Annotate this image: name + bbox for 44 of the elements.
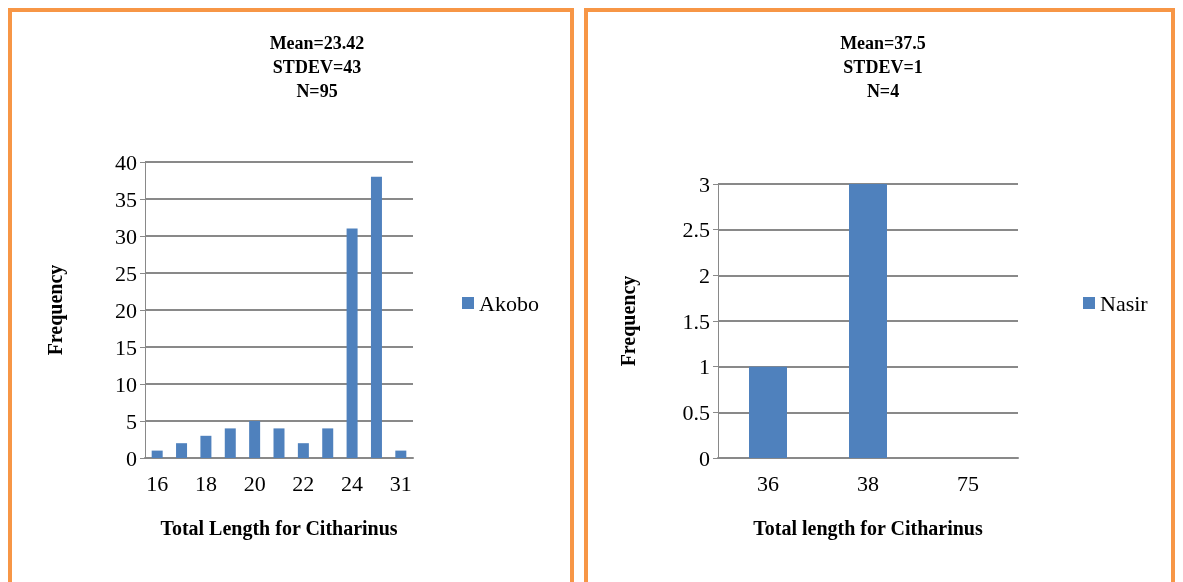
y-tick-label: 40 xyxy=(115,149,137,175)
y-tick-label: 0 xyxy=(699,445,710,471)
x-tick-label: 16 xyxy=(146,470,169,496)
bar xyxy=(346,228,358,458)
y-tick-label: 2 xyxy=(699,262,710,288)
chart-title: Mean=37.5 STDEV=1 N=4 xyxy=(840,33,926,101)
x-axis-title: Total Length for Citharinus xyxy=(160,517,398,540)
bar xyxy=(395,450,407,458)
bar xyxy=(249,421,261,458)
x-axis-title: Total length for Citharinus xyxy=(753,517,983,540)
y-tick-label: 3 xyxy=(699,171,710,197)
x-tick-label: 22 xyxy=(292,470,315,496)
y-tick-label: 5 xyxy=(126,408,137,434)
x-tick-label: 75 xyxy=(957,470,979,496)
y-tick-label: 1 xyxy=(699,354,710,380)
x-tick-label: 36 xyxy=(757,470,779,496)
y-tick-label: 20 xyxy=(115,297,137,323)
x-tick-label: 38 xyxy=(857,470,879,496)
y-tick-label: 10 xyxy=(115,371,137,397)
bar xyxy=(151,450,163,458)
x-tick-label: 18 xyxy=(194,470,217,496)
y-axis-title: Frequency xyxy=(617,275,640,367)
chart-title: Mean=23.42 STDEV=43 N=95 xyxy=(269,33,365,101)
y-tick-label: 1.5 xyxy=(682,308,710,334)
legend-label: Nasir xyxy=(1100,290,1149,316)
y-tick-label: 0 xyxy=(126,445,137,471)
bar xyxy=(322,428,334,458)
bar xyxy=(273,428,285,458)
y-tick-label: 35 xyxy=(115,186,137,212)
bar xyxy=(176,443,188,458)
bar xyxy=(224,428,236,458)
y-tick-label: 25 xyxy=(115,260,137,286)
y-axis-title: Frequency xyxy=(44,264,67,356)
x-tick-label: 24 xyxy=(341,470,364,496)
bar xyxy=(370,176,382,458)
y-tick-label: 2.5 xyxy=(682,217,710,243)
bar xyxy=(200,435,212,458)
x-tick-label: 20 xyxy=(243,470,266,496)
y-tick-label: 30 xyxy=(115,223,137,249)
x-tick-label: 31 xyxy=(389,470,412,496)
y-tick-label: 0.5 xyxy=(682,399,710,425)
y-tick-label: 15 xyxy=(115,334,137,360)
legend-label: Akobo xyxy=(479,290,539,316)
bar xyxy=(297,443,309,458)
